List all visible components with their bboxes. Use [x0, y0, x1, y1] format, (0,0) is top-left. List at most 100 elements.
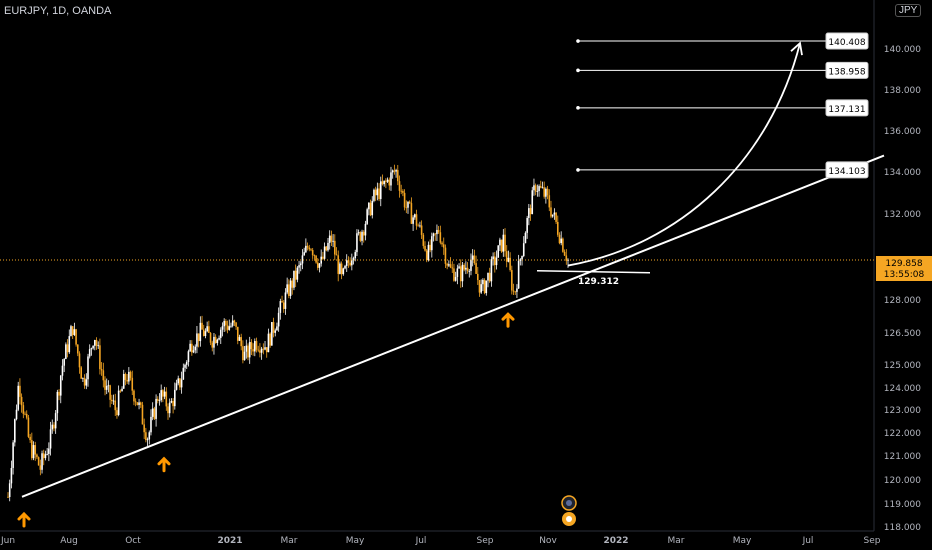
support-label: 129.312 — [578, 277, 619, 287]
candle-body — [448, 264, 450, 266]
last-price-label: 129.858 — [885, 259, 922, 269]
candle-body — [240, 337, 242, 347]
time-axis: Jun Aug Oct 2021 Mar May Jul Sep Nov 2022 Mar May Ju… — [0, 536, 881, 546]
candle-body — [255, 341, 258, 350]
candle-body — [526, 217, 528, 233]
price-tick: 123.000 — [884, 406, 921, 416]
candle-body — [308, 247, 311, 250]
candle-body — [25, 413, 28, 418]
candle-body — [56, 391, 59, 414]
candle-body — [422, 234, 425, 246]
candle-body — [366, 209, 368, 224]
candle-body — [94, 340, 96, 346]
time-tick: Jul — [802, 536, 814, 546]
candle-body — [41, 453, 43, 470]
target-label: 140.408 — [828, 38, 865, 48]
target-box — [825, 32, 869, 50]
candle-body — [500, 239, 503, 252]
candle-body — [543, 187, 545, 197]
candle-body — [458, 266, 460, 269]
candle-body — [408, 201, 411, 204]
candle-body — [560, 238, 562, 244]
candle-body — [112, 400, 115, 402]
candle-body — [439, 232, 442, 243]
candle-body — [78, 353, 81, 368]
candle-body — [191, 343, 193, 353]
candle-body — [85, 379, 88, 386]
candle-body — [53, 424, 55, 429]
candle-body — [509, 257, 511, 271]
time-tick: Jul — [415, 536, 427, 546]
candle-body — [139, 402, 142, 405]
candle-body — [553, 212, 556, 215]
candle-body — [478, 279, 481, 293]
candle-body — [470, 259, 472, 271]
candle-body — [153, 408, 156, 419]
candle-body — [165, 391, 168, 407]
candle-body — [288, 284, 290, 296]
candle-body — [109, 385, 111, 400]
candle-body — [49, 429, 52, 449]
candle-body — [208, 326, 210, 333]
candle-body — [66, 344, 69, 353]
candle-body — [276, 326, 278, 331]
candle-body — [185, 361, 188, 365]
candle-body — [369, 202, 372, 216]
candle-body — [175, 383, 178, 390]
candle-body — [87, 356, 89, 380]
candle-body — [238, 337, 241, 341]
price-tick: 118.000 — [884, 523, 921, 533]
candle-body — [402, 191, 404, 193]
candle-body — [59, 375, 62, 396]
candle-body — [330, 235, 333, 242]
currency-button[interactable]: JPY — [895, 4, 922, 17]
candle-body — [204, 331, 207, 337]
candle-body — [31, 440, 33, 459]
candle-body — [279, 301, 282, 313]
candle-body — [46, 453, 48, 455]
candle-body — [488, 272, 491, 282]
target-box — [825, 161, 869, 179]
candle-body — [282, 302, 285, 309]
candle-body — [427, 244, 430, 261]
candle-body — [252, 349, 254, 352]
candle-body — [299, 263, 302, 266]
candle-body — [379, 181, 382, 200]
candle-body — [323, 246, 326, 259]
candle-body — [248, 342, 251, 358]
globe-icon-center — [566, 500, 572, 506]
candle-body — [546, 188, 549, 196]
candle-body — [388, 179, 391, 186]
candle-body — [538, 186, 540, 192]
candle-body — [158, 400, 161, 401]
candle-body — [456, 268, 459, 277]
candle-body — [172, 401, 174, 407]
candle-body — [235, 322, 237, 327]
candle-body — [20, 396, 23, 406]
candle-body — [199, 322, 202, 342]
candle-body — [514, 291, 517, 293]
symbol-title: EURJPY, 1D, OANDA — [4, 5, 112, 17]
candle-body — [485, 280, 488, 294]
candle-body — [265, 347, 268, 353]
candle-body — [269, 333, 271, 346]
price-axis: 118.000 119.000 120.000 121.000 122.000 123.0… — [884, 45, 921, 533]
candle-body — [61, 365, 64, 376]
candle-body — [150, 416, 152, 433]
indicator-icons[interactable] — [561, 495, 577, 526]
candle-body — [211, 342, 214, 348]
candle-body — [14, 419, 16, 443]
candle-body — [434, 233, 437, 235]
candle-body — [567, 259, 569, 261]
candle-body — [334, 240, 336, 255]
candle-body — [483, 279, 486, 294]
candle-body — [376, 188, 379, 196]
candle-body — [356, 233, 358, 253]
candle-body — [359, 232, 362, 241]
candle-body — [107, 385, 110, 387]
candle-body — [257, 349, 260, 351]
candle-body — [424, 245, 426, 251]
candle-body — [327, 242, 329, 251]
candle-body — [340, 263, 343, 275]
